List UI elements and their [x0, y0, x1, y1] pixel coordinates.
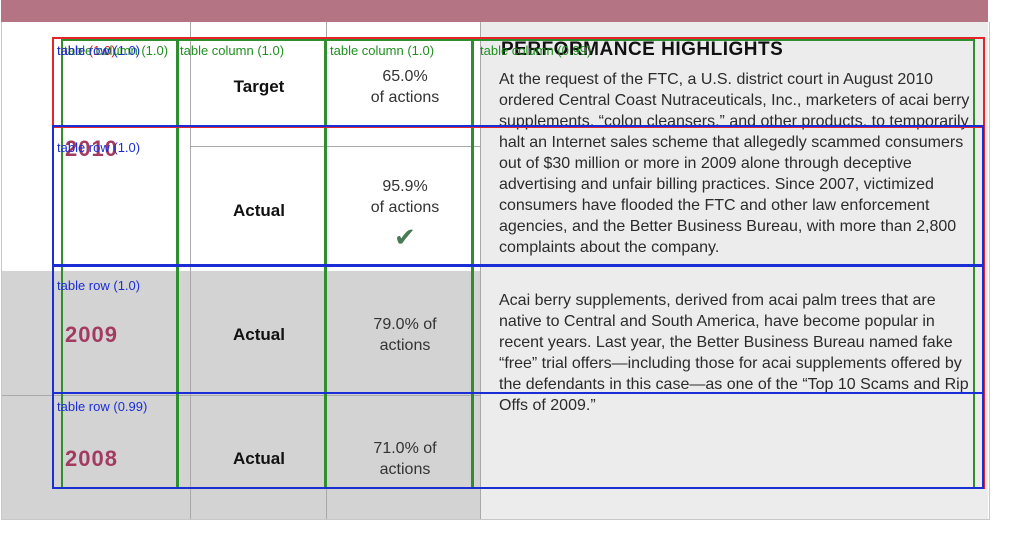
- column-divider: [480, 22, 481, 519]
- year-2010: 2010: [65, 136, 118, 161]
- row-tag: table row (1.0): [57, 278, 141, 293]
- target-percent: 65.0% of actions: [330, 66, 480, 108]
- column-divider: [190, 22, 191, 519]
- actual-2009-percent-value: 79.0% of: [373, 316, 437, 333]
- column-tag: table column (1.0): [330, 43, 435, 58]
- target-percent-value: 65.0%: [382, 68, 428, 85]
- checkmark-icon: ✔: [394, 222, 416, 252]
- year-2009: 2009: [65, 322, 118, 347]
- row-label-actual-2008: Actual: [233, 449, 285, 468]
- table-tag: table (1.0): [57, 43, 116, 58]
- actual-2008-percent-unit: actions: [379, 461, 431, 478]
- actual-2010-percent-unit: of actions: [370, 199, 440, 216]
- row-label-actual-2009: Actual: [233, 325, 285, 344]
- row-divider: [2, 395, 480, 396]
- column-tag: table column (1.0): [64, 43, 169, 58]
- row-tag: table row (1.0): [57, 140, 141, 155]
- paragraph-1: At the request of the FTC, a U.S. distri…: [499, 71, 970, 256]
- text-panel-background: [481, 22, 988, 519]
- actual-2010-percent-value: 95.9%: [382, 178, 428, 195]
- actual-2010-percent: 95.9% of actions: [330, 176, 480, 218]
- actual-2009-percent-unit: actions: [379, 337, 431, 354]
- row-label-target: Target: [233, 77, 285, 96]
- row-detection-box: [52, 37, 985, 128]
- row-detection-box: [52, 264, 984, 394]
- actual-2008-percent: 71.0% of actions: [330, 438, 480, 480]
- actual-2009-percent: 79.0% of actions: [330, 314, 480, 356]
- paragraph-2: Acai berry supplements, derived from aca…: [499, 292, 969, 414]
- row-detection-box: [52, 392, 984, 489]
- actual-2008-percent-value: 71.0% of: [373, 440, 437, 457]
- header-bar: [1, 0, 988, 22]
- year-2008: 2008: [65, 446, 118, 471]
- row-detection-box: [52, 125, 984, 267]
- column-tag: table column (0.99): [480, 43, 592, 58]
- row-label-actual-2010: Actual: [233, 201, 285, 220]
- section-title: PERFORMANCE HIGHLIGHTS: [501, 39, 784, 60]
- row-tag: table row (1.0): [57, 43, 141, 58]
- row-divider: [191, 146, 480, 147]
- column-tag: table column (1.0): [180, 43, 285, 58]
- target-percent-unit: of actions: [370, 89, 440, 106]
- row-tag: table row (0.99): [57, 399, 148, 414]
